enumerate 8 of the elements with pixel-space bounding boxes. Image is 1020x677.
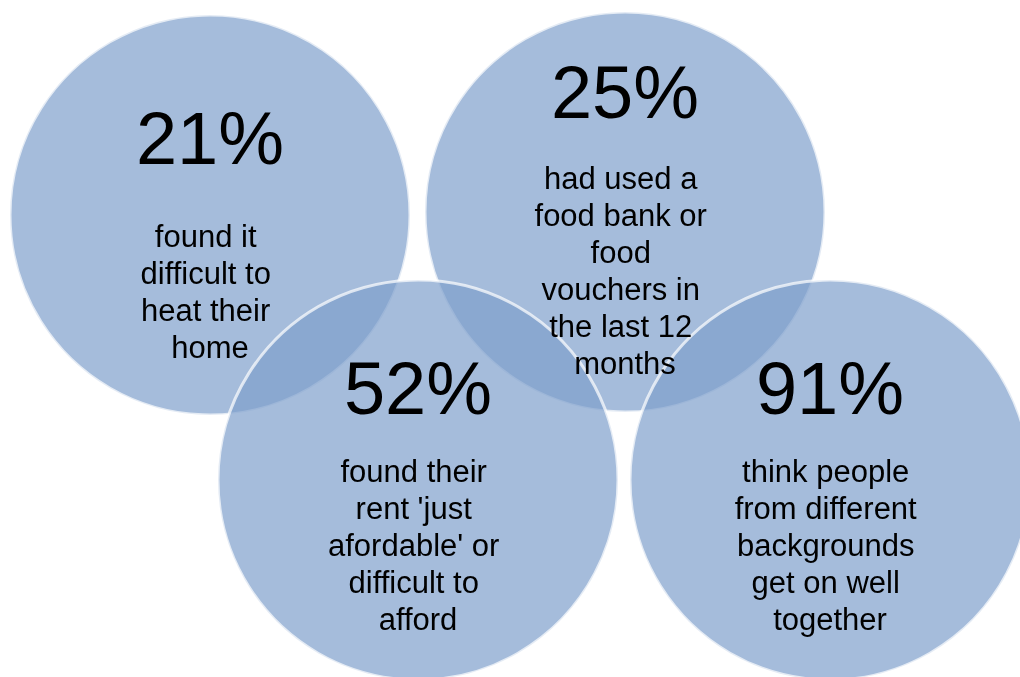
category-label: found their rent 'just afordable' or difficult to afford — [328, 454, 508, 637]
data-label: 91% — [755, 346, 905, 430]
category-label: found it difficult to heat their home — [140, 219, 280, 365]
data-label: 25% — [550, 50, 700, 134]
category-label: think people from different backgrounds get on well together — [734, 454, 926, 637]
category-label: had used a food bank or food vouchers in the last 12 months — [534, 161, 716, 381]
data-label: 52% — [343, 346, 493, 430]
data-label: 21% — [135, 96, 285, 180]
